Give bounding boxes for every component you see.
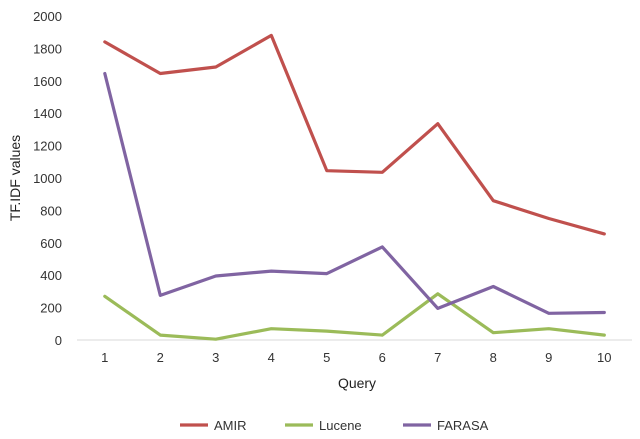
- x-tick-label: 3: [212, 350, 219, 365]
- series-lines: [103, 33, 606, 341]
- x-tick-label: 10: [597, 350, 611, 365]
- legend-label-amir: AMIR: [214, 418, 247, 433]
- y-tick-label: 1400: [33, 106, 62, 121]
- x-axis-title: Query: [338, 375, 376, 391]
- y-tick-label: 800: [40, 203, 62, 218]
- x-tick-label: 1: [101, 350, 108, 365]
- legend-label-lucene: Lucene: [319, 418, 362, 433]
- y-tick-label: 200: [40, 301, 62, 316]
- y-tick-label: 0: [55, 333, 62, 348]
- y-tick-label: 1000: [33, 171, 62, 186]
- x-tick-label: 5: [323, 350, 330, 365]
- x-tick-label: 8: [490, 350, 497, 365]
- legend-label-farasa: FARASA: [437, 418, 489, 433]
- y-axis-ticks: 0 200 400 600 800 1000 1200 1400 1600 1800 2000: [33, 9, 62, 348]
- x-tick-label: 4: [268, 350, 275, 365]
- x-tick-label: 6: [379, 350, 386, 365]
- y-tick-label: 1600: [33, 74, 62, 89]
- y-tick-label: 600: [40, 236, 62, 251]
- series-line-farasa: [103, 71, 606, 315]
- series-line-amir: [103, 33, 606, 236]
- y-tick-label: 400: [40, 268, 62, 283]
- x-tick-label: 2: [157, 350, 164, 365]
- y-tick-label: 1800: [33, 41, 62, 56]
- legend: AMIR Lucene FARASA: [180, 418, 489, 433]
- x-axis-ticks: 1 2 3 4 5 6 7 8 9 10: [101, 350, 611, 365]
- y-tick-label: 1200: [33, 139, 62, 154]
- y-tick-label: 2000: [33, 9, 62, 24]
- series-line-lucene: [103, 292, 606, 341]
- x-tick-label: 7: [434, 350, 441, 365]
- y-axis-title: TF.IDF values: [7, 135, 23, 221]
- x-tick-label: 9: [545, 350, 552, 365]
